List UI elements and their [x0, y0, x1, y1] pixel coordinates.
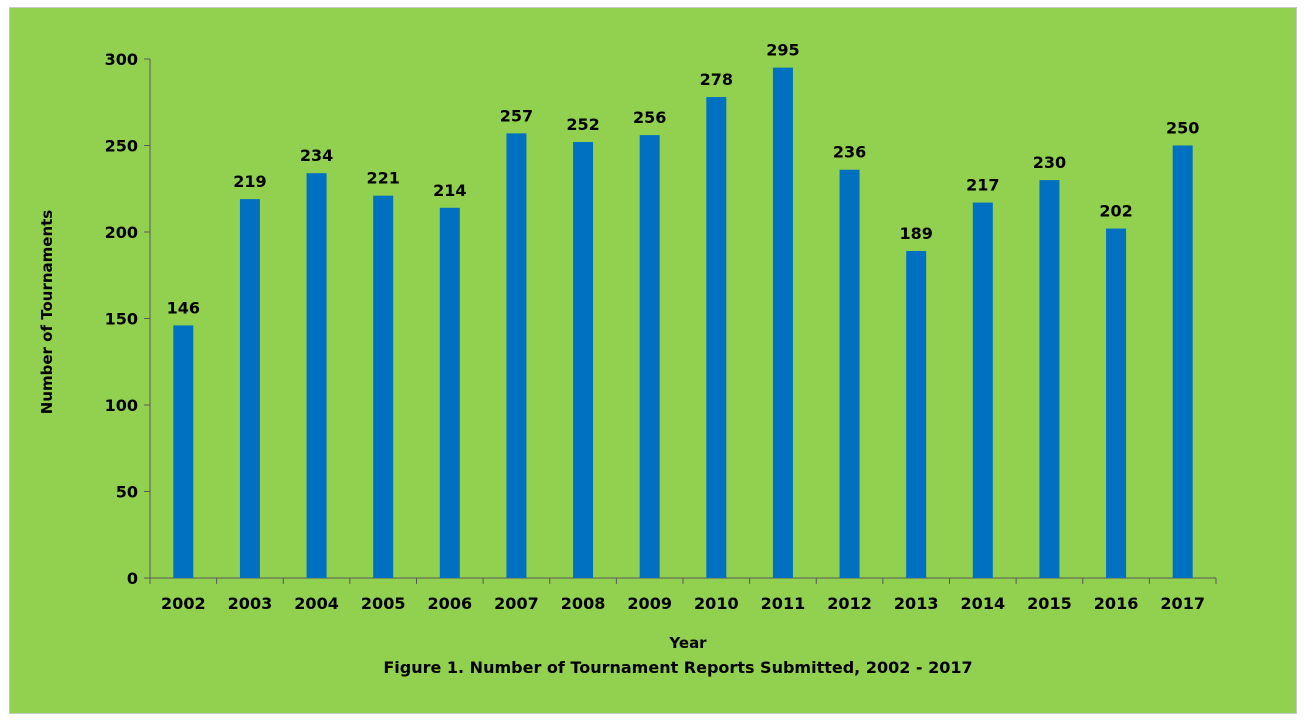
- bar: [239, 199, 260, 578]
- data-label: 214: [433, 181, 466, 200]
- bars: [173, 67, 1193, 579]
- bar: [1106, 228, 1127, 579]
- data-label: 230: [1033, 153, 1066, 172]
- x-tick-label: 2014: [961, 594, 1006, 613]
- data-label: 250: [1166, 119, 1199, 138]
- data-label: 256: [633, 108, 666, 127]
- y-ticks: 0 50 100 150 200 250 300: [105, 50, 150, 588]
- y-axis-title: Number of Tournaments: [38, 210, 56, 415]
- x-tick-label: 2004: [294, 594, 339, 613]
- bar: [972, 202, 993, 578]
- data-label: 217: [966, 176, 999, 195]
- y-tick-label: 200: [105, 223, 138, 242]
- bar: [1172, 145, 1193, 578]
- bar: [506, 133, 527, 578]
- bar: [573, 142, 594, 579]
- x-tick-label: 2003: [228, 594, 273, 613]
- bar: [439, 207, 460, 578]
- x-tick-label: 2013: [894, 594, 939, 613]
- chart-figure: 0 50 100 150 200 250 300 146 219 234 221 214 257 252…: [9, 7, 1297, 714]
- x-tick-label: 2012: [827, 594, 872, 613]
- data-label: 234: [300, 146, 333, 165]
- bar: [839, 169, 860, 578]
- data-label: 221: [366, 169, 399, 188]
- x-tick-label: 2010: [694, 594, 739, 613]
- x-tick-label: 2005: [361, 594, 406, 613]
- data-label: 295: [766, 41, 799, 60]
- y-tick-label: 250: [105, 137, 138, 156]
- data-label: 219: [233, 172, 266, 191]
- x-tick-label: 2017: [1160, 594, 1205, 613]
- bar-chart: 0 50 100 150 200 250 300 146 219 234 221 214 257 252…: [38, 41, 1217, 677]
- x-tick-label: 2016: [1094, 594, 1139, 613]
- y-tick-label: 150: [105, 310, 138, 329]
- x-tick-label: 2015: [1027, 594, 1072, 613]
- bar: [173, 325, 194, 578]
- x-ticks: 2002 2003 2004 2005 2006 2007 2008 2009 2010 2011…: [149, 578, 1217, 613]
- data-label: 252: [566, 115, 599, 134]
- data-label: 202: [1099, 202, 1132, 221]
- x-axis-title: Year: [668, 634, 707, 652]
- x-tick-label: 2007: [494, 594, 539, 613]
- y-tick-label: 50: [116, 483, 138, 502]
- y-tick-label: 300: [105, 50, 138, 69]
- data-label: 257: [500, 106, 533, 125]
- data-label: 146: [167, 298, 200, 317]
- bar: [906, 251, 927, 578]
- data-label: 236: [833, 143, 866, 162]
- bar: [639, 135, 660, 578]
- x-tick-label: 2008: [561, 594, 606, 613]
- bar: [706, 97, 727, 578]
- y-tick-label: 100: [105, 396, 138, 415]
- figure-caption: Figure 1. Number of Tournament Reports S…: [383, 658, 972, 677]
- x-tick-label: 2009: [627, 594, 672, 613]
- x-tick-label: 2002: [161, 594, 206, 613]
- x-tick-label: 2006: [428, 594, 473, 613]
- x-tick-label: 2011: [761, 594, 806, 613]
- bar: [306, 173, 327, 578]
- bar: [1039, 180, 1060, 578]
- bar: [373, 195, 394, 579]
- data-label: 278: [700, 70, 733, 89]
- y-tick-label: 0: [127, 569, 138, 588]
- data-labels: 146 219 234 221 214 257 252 256 278 295 236 189 217 2…: [167, 41, 1200, 318]
- data-label: 189: [899, 224, 932, 243]
- bar: [772, 67, 793, 579]
